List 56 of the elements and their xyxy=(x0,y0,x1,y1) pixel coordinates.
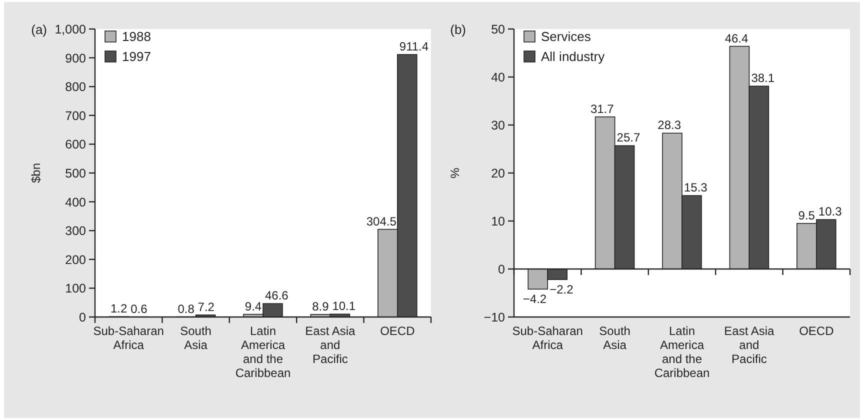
y-tick-label: 50 xyxy=(491,22,506,36)
y-tick-label: 1,000 xyxy=(54,22,86,36)
data-label: 10.1 xyxy=(332,299,356,314)
data-label: 38.1 xyxy=(751,71,775,86)
y-tick-label: 20 xyxy=(491,166,506,180)
y-tick-label: 30 xyxy=(491,118,506,132)
y-tick-label: 0 xyxy=(498,262,506,276)
data-label: −2.2 xyxy=(550,282,574,297)
x-tick-label: OECD xyxy=(380,324,416,338)
y-axis-title: % xyxy=(448,167,462,178)
data-label: 7.2 xyxy=(198,300,215,314)
x-tick-label: Sub-Saharan Africa xyxy=(512,324,583,352)
y-tick-label: 500 xyxy=(65,166,86,180)
chart-title: (a) xyxy=(31,22,47,37)
y-axis-title: $bn xyxy=(29,162,43,184)
y-tick-label: 0 xyxy=(79,310,86,324)
data-label: 10.3 xyxy=(818,204,842,219)
chart-title: (b) xyxy=(450,22,466,37)
x-tick-label: South Asia xyxy=(180,324,212,352)
x-tick-label: Sub-Saharan Africa xyxy=(93,324,164,352)
y-tick-label: 10 xyxy=(491,214,506,228)
x-tick-label: South Asia xyxy=(599,324,630,352)
x-tick-label: Latin America and the Caribbean xyxy=(235,324,291,380)
y-tick-label: 100 xyxy=(65,282,86,296)
data-label: 0.6 xyxy=(130,302,148,316)
legend-label: Services xyxy=(541,29,592,44)
x-tick-label: East Asia and Pacific xyxy=(305,324,356,366)
data-label: −4.2 xyxy=(522,292,547,306)
data-label: 0.8 xyxy=(178,302,195,316)
y-tick-label: 700 xyxy=(65,108,86,123)
legend-label: 1997 xyxy=(122,49,151,64)
data-label: 15.3 xyxy=(684,180,708,195)
legend-label: 1988 xyxy=(122,29,151,44)
data-label: 304.5 xyxy=(366,214,397,228)
x-tick-label: East Asia and Pacific xyxy=(724,324,775,366)
y-tick-label: 40 xyxy=(491,70,506,84)
y-tick-label: 400 xyxy=(65,195,86,210)
legend-label: All industry xyxy=(541,49,606,64)
x-tick-label: Latin America and the Caribbean xyxy=(654,324,710,380)
data-label: 46.6 xyxy=(265,288,289,303)
data-label: 8.9 xyxy=(312,299,330,314)
data-label: 28.3 xyxy=(658,118,682,132)
y-tick-label: 900 xyxy=(65,51,86,66)
data-label: 25.7 xyxy=(616,130,640,145)
data-label: 9.4 xyxy=(244,299,262,314)
y-tick-label: 600 xyxy=(65,138,86,152)
y-tick-label: −10 xyxy=(484,310,506,324)
data-label: 31.7 xyxy=(590,102,614,116)
y-tick-label: 300 xyxy=(65,224,86,238)
data-label: 1.2 xyxy=(110,302,128,316)
y-tick-label: 800 xyxy=(65,80,86,94)
x-tick-label: OECD xyxy=(799,324,834,338)
data-label: 911.4 xyxy=(399,40,429,54)
data-label: 9.5 xyxy=(798,208,816,222)
y-tick-label: 200 xyxy=(65,252,86,267)
data-label: 46.4 xyxy=(724,31,749,46)
